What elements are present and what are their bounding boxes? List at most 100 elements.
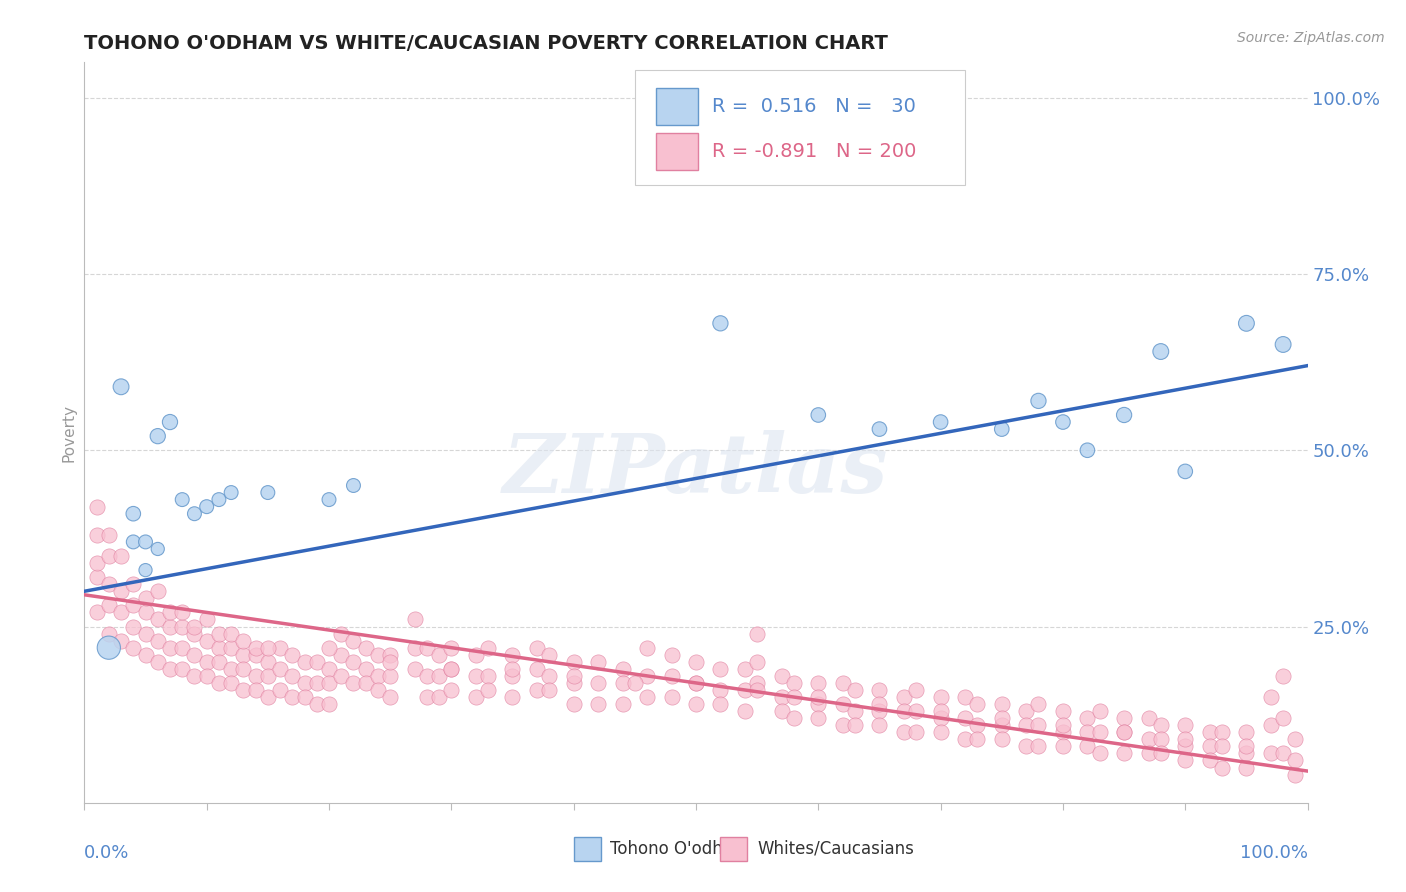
Point xyxy=(1052,725,1074,739)
Point xyxy=(305,655,328,669)
Point xyxy=(195,500,218,514)
Point xyxy=(1150,732,1173,747)
Point xyxy=(257,690,280,704)
Point xyxy=(1114,711,1136,725)
Point xyxy=(869,697,891,711)
Point xyxy=(1028,739,1050,754)
Point xyxy=(783,711,806,725)
Point xyxy=(427,648,450,662)
Point xyxy=(146,541,169,556)
Point xyxy=(1028,718,1050,732)
Point xyxy=(502,662,524,676)
Point xyxy=(380,669,402,683)
Point xyxy=(1211,725,1233,739)
Point xyxy=(122,640,145,655)
Point xyxy=(562,669,585,683)
Point xyxy=(232,662,254,676)
Point xyxy=(294,690,316,704)
Point xyxy=(1236,725,1258,739)
Point xyxy=(636,640,658,655)
Point xyxy=(257,640,280,655)
Point xyxy=(734,662,756,676)
Point xyxy=(783,676,806,690)
Point xyxy=(1211,739,1233,754)
Point xyxy=(464,648,486,662)
Point xyxy=(991,718,1014,732)
Point xyxy=(1272,747,1295,761)
Point xyxy=(245,648,267,662)
Point xyxy=(208,640,231,655)
Point xyxy=(905,704,928,718)
Point xyxy=(747,676,769,690)
Point xyxy=(1260,747,1282,761)
Point xyxy=(1114,725,1136,739)
Point xyxy=(380,690,402,704)
Point xyxy=(219,640,242,655)
Point xyxy=(245,640,267,655)
Point xyxy=(416,640,439,655)
Point xyxy=(208,676,231,690)
Point xyxy=(464,669,486,683)
Point xyxy=(1028,393,1050,408)
Point xyxy=(122,507,145,521)
Point xyxy=(538,669,561,683)
Point xyxy=(1272,669,1295,683)
Point xyxy=(330,648,353,662)
Point xyxy=(97,640,120,655)
Point xyxy=(1137,732,1160,747)
Point xyxy=(624,676,647,690)
Point xyxy=(208,626,231,640)
Point xyxy=(97,626,120,640)
Point xyxy=(86,556,108,570)
Point xyxy=(219,662,242,676)
Point xyxy=(477,669,499,683)
Point xyxy=(1284,732,1306,747)
Point xyxy=(135,648,157,662)
Point xyxy=(404,612,426,626)
Point xyxy=(1150,344,1173,359)
Point xyxy=(257,655,280,669)
Point xyxy=(770,690,793,704)
Text: ZIPatlas: ZIPatlas xyxy=(503,430,889,509)
Point xyxy=(1150,718,1173,732)
Point xyxy=(183,648,205,662)
FancyBboxPatch shape xyxy=(655,88,699,126)
Point xyxy=(893,725,915,739)
Point xyxy=(122,599,145,613)
Point xyxy=(440,683,463,698)
Point xyxy=(122,535,145,549)
Point xyxy=(380,648,402,662)
Point xyxy=(110,549,132,563)
Point xyxy=(562,676,585,690)
Point xyxy=(135,591,157,606)
Point xyxy=(586,655,609,669)
Point xyxy=(110,584,132,599)
Point xyxy=(734,683,756,698)
Point xyxy=(86,500,108,514)
Point xyxy=(172,619,194,633)
Point xyxy=(219,485,242,500)
Point xyxy=(1236,760,1258,774)
Point xyxy=(929,690,952,704)
Point xyxy=(1015,704,1038,718)
Point xyxy=(1284,767,1306,781)
Point xyxy=(257,669,280,683)
Point xyxy=(183,507,205,521)
Point xyxy=(110,606,132,620)
Point xyxy=(1076,711,1098,725)
Point xyxy=(135,606,157,620)
Point xyxy=(1114,408,1136,422)
Point xyxy=(1114,747,1136,761)
Point xyxy=(1088,725,1111,739)
Point xyxy=(330,626,353,640)
Point xyxy=(747,626,769,640)
Point xyxy=(538,648,561,662)
Point xyxy=(183,669,205,683)
Point xyxy=(1052,739,1074,754)
Point xyxy=(146,633,169,648)
Point xyxy=(807,711,830,725)
Point xyxy=(1076,725,1098,739)
Point xyxy=(183,619,205,633)
Point xyxy=(1076,739,1098,754)
Point xyxy=(770,669,793,683)
